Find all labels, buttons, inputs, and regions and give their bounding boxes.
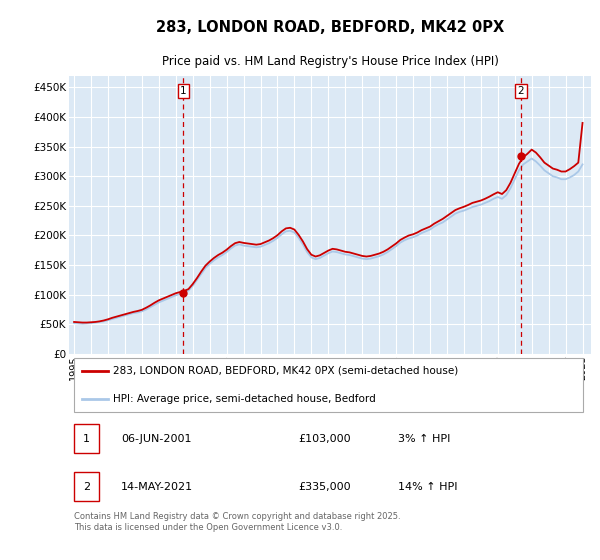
Text: HPI: Average price, semi-detached house, Bedford: HPI: Average price, semi-detached house,… [113, 394, 376, 404]
Text: 3% ↑ HPI: 3% ↑ HPI [398, 434, 450, 444]
FancyBboxPatch shape [74, 358, 583, 412]
Text: 14-MAY-2021: 14-MAY-2021 [121, 482, 193, 492]
Text: 283, LONDON ROAD, BEDFORD, MK42 0PX: 283, LONDON ROAD, BEDFORD, MK42 0PX [156, 20, 504, 35]
Text: 2: 2 [83, 482, 91, 492]
FancyBboxPatch shape [74, 424, 99, 453]
Text: 06-JUN-2001: 06-JUN-2001 [121, 434, 192, 444]
Text: £335,000: £335,000 [299, 482, 352, 492]
Text: £103,000: £103,000 [299, 434, 352, 444]
Text: Contains HM Land Registry data © Crown copyright and database right 2025.
This d: Contains HM Land Registry data © Crown c… [74, 512, 401, 532]
FancyBboxPatch shape [74, 473, 99, 501]
Text: 2: 2 [518, 86, 524, 96]
Text: 283, LONDON ROAD, BEDFORD, MK42 0PX (semi-detached house): 283, LONDON ROAD, BEDFORD, MK42 0PX (sem… [113, 366, 458, 376]
Text: 1: 1 [180, 86, 187, 96]
Text: 1: 1 [83, 434, 90, 444]
Text: Price paid vs. HM Land Registry's House Price Index (HPI): Price paid vs. HM Land Registry's House … [161, 55, 499, 68]
Text: 14% ↑ HPI: 14% ↑ HPI [398, 482, 457, 492]
